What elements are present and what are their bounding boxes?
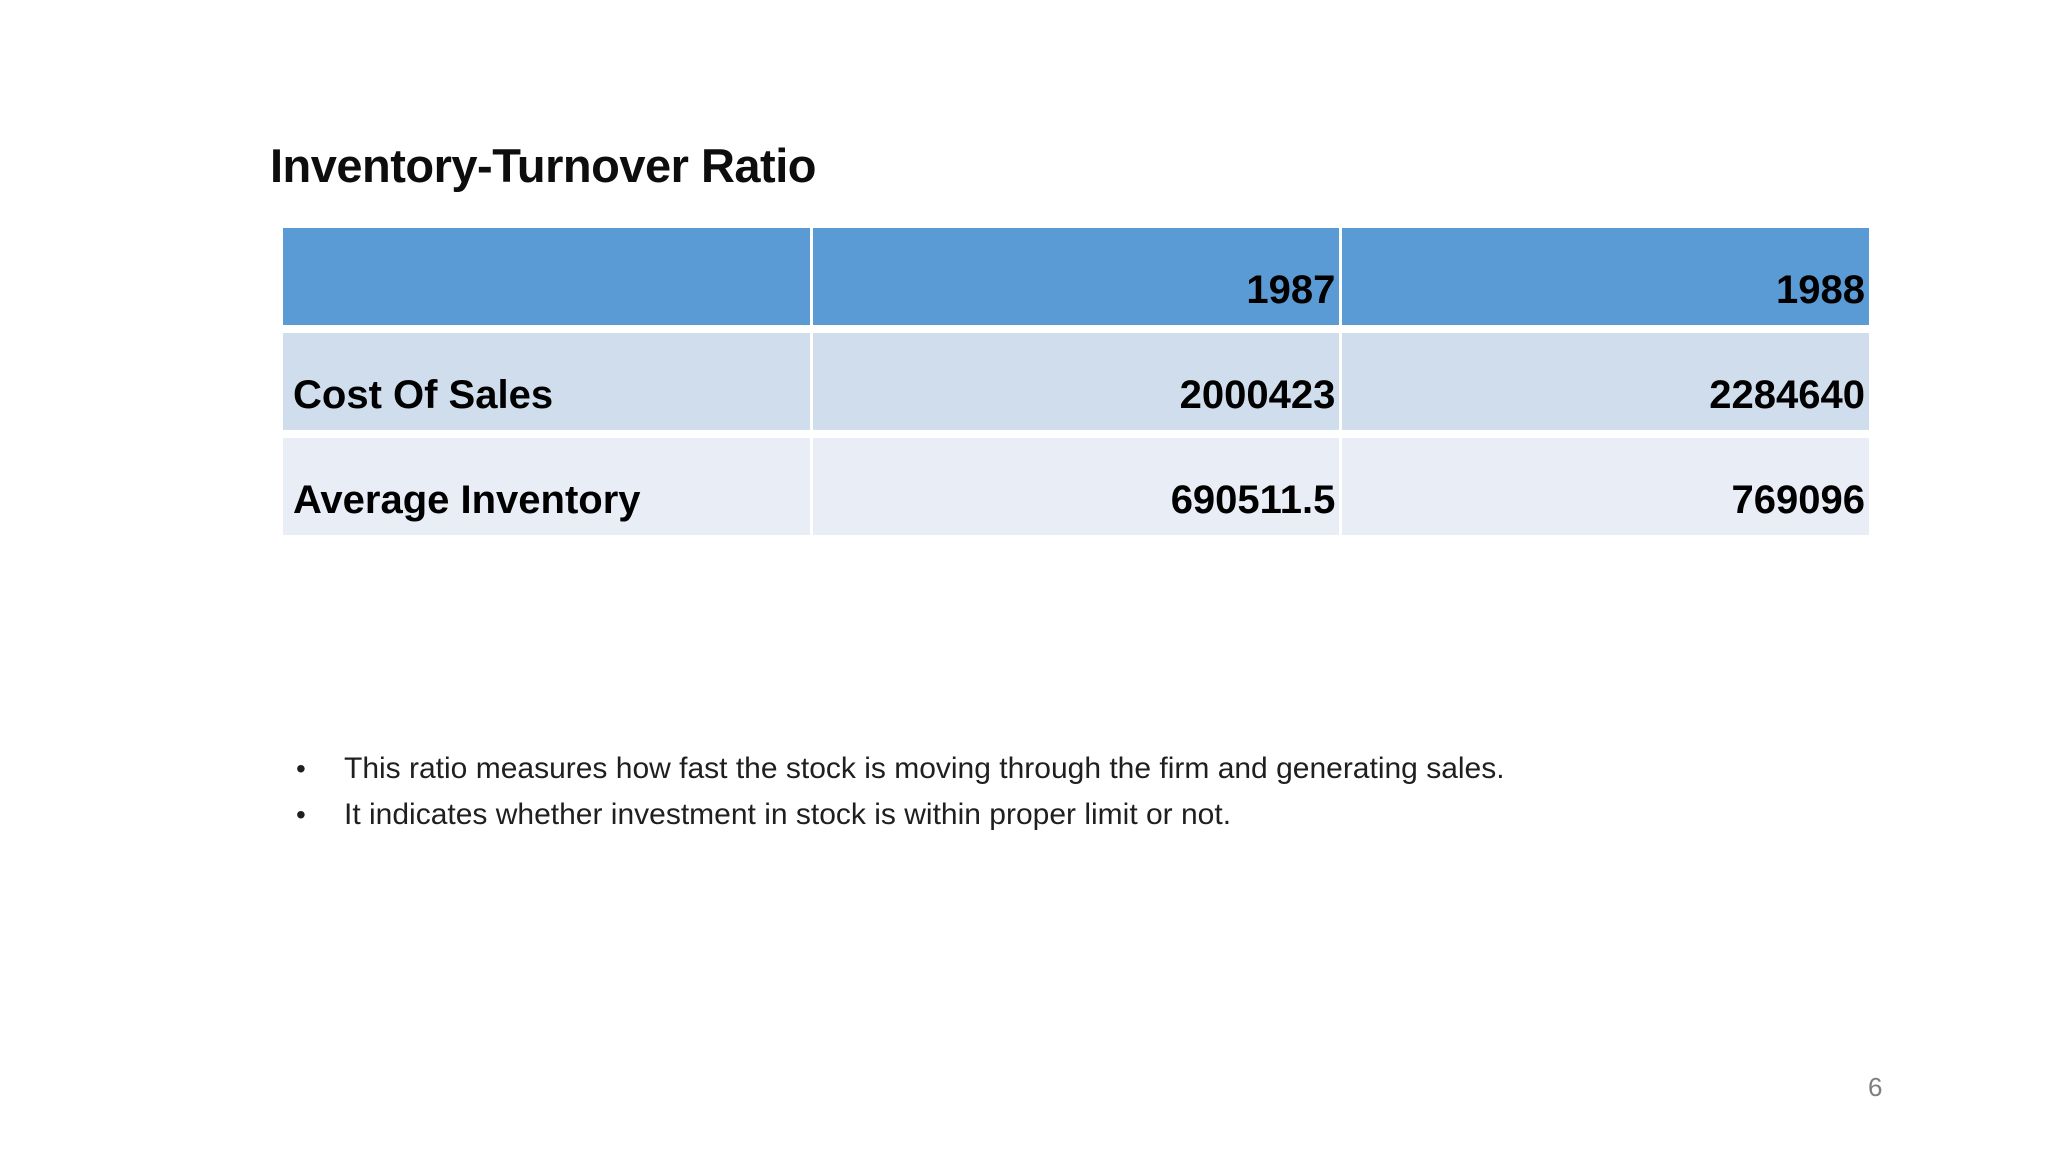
table-cell-average-inventory-1988: 769096 [1342,438,1869,535]
bullet-icon: • [296,753,306,784]
table-header-1988: 1988 [1342,228,1869,325]
table-header-empty [283,228,810,325]
list-item: • This ratio measures how fast the stock… [296,746,1796,792]
table-cell-cost-of-sales-1987: 2000423 [812,333,1340,430]
list-item: • It indicates whether investment in sto… [296,792,1796,838]
page-title: Inventory-Turnover Ratio [270,139,816,192]
table-row-label-cost-of-sales: Cost Of Sales [283,333,810,430]
bullet-list: • This ratio measures how fast the stock… [296,746,1796,838]
bullet-text-ratio-measures: This ratio measures how fast the stock i… [344,752,1505,785]
inventory-turnover-table: 1987 1988 Cost Of Sales 2000423 2284640 … [283,228,1869,535]
table-cell-cost-of-sales-1988: 2284640 [1342,333,1869,430]
bullet-icon: • [296,799,306,830]
table-row-label-average-inventory: Average Inventory [283,438,810,535]
slide-page-number: 6 [1868,1072,1883,1102]
table-cell-average-inventory-1987: 690511.5 [812,438,1340,535]
table-header-1987: 1987 [812,228,1340,325]
bullet-text-investment-limit: It indicates whether investment in stock… [344,798,1232,831]
